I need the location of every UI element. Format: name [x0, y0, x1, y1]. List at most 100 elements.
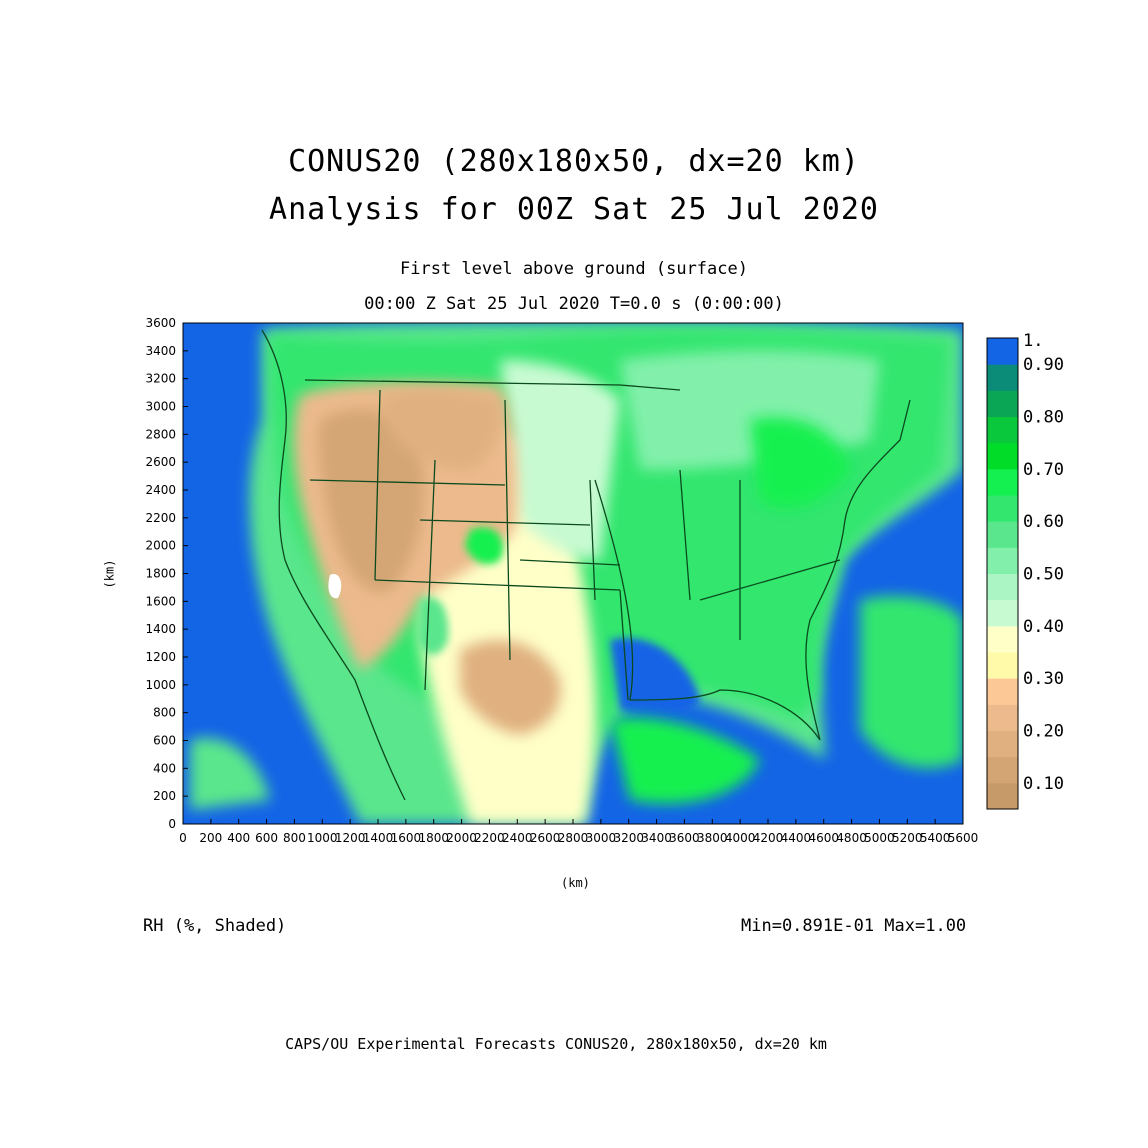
x-tick-label: 0 [179, 831, 187, 845]
x-tick-label: 1000 [307, 831, 338, 845]
x-tick-label: 2200 [474, 831, 505, 845]
x-tick-label: 2600 [530, 831, 561, 845]
x-tick-label: 1800 [418, 831, 449, 845]
y-tick-label: 2600 [145, 455, 176, 469]
y-tick-label: 2400 [145, 483, 176, 497]
x-axis: 0 200 400 600 800 100012001400160018002000220… [179, 819, 978, 845]
colorbar-swatch [987, 625, 1018, 653]
gulf-moist-band [610, 717, 760, 804]
colorbar-swatch [987, 730, 1018, 758]
state-boundaries [261, 329, 911, 801]
x-tick-label: 3800 [697, 831, 728, 845]
x-tick-label: 600 [255, 831, 278, 845]
colorbar-label: 0.30 [1023, 669, 1064, 689]
x-tick-label: 2400 [502, 831, 533, 845]
x-tick-label: 400 [227, 831, 250, 845]
y-tick-label: 600 [153, 734, 176, 748]
y-tick-label: 1600 [145, 594, 176, 608]
y-tick-label: 1200 [145, 650, 176, 664]
arizona-moist-patch [418, 597, 449, 655]
colorbar-label: 0.10 [1023, 774, 1064, 794]
gulf-coastline [594, 479, 821, 741]
y-tick-label: 2200 [145, 511, 176, 525]
map-title: CONUS20 (280x180x50, dx=20 km) [288, 144, 860, 179]
footer-credit: CAPS/OU Experimental Forecasts CONUS20, … [285, 1035, 827, 1053]
colorbar-swatch [987, 599, 1018, 627]
variable-label: RH (%, Shaded) [143, 916, 287, 936]
colorbar-swatch [987, 547, 1018, 574]
colorbar-swatch [987, 416, 1018, 444]
colorbar-swatch [987, 468, 1018, 496]
colorbar-swatch [987, 678, 1018, 705]
colorbar-swatch [987, 521, 1018, 548]
east-coastline [805, 399, 911, 741]
x-tick-label: 4400 [781, 831, 812, 845]
y-tick-label: 800 [153, 706, 176, 720]
y-tick-label: 1000 [145, 678, 176, 692]
analysis-time-title: Analysis for 00Z Sat 25 Jul 2020 [269, 192, 879, 227]
colorbar-swatch [987, 756, 1018, 784]
colorbar-label: 0.90 [1023, 355, 1064, 375]
colorbar-label: 0.20 [1023, 722, 1064, 742]
y-tick-label: 400 [153, 761, 176, 775]
x-tick-label: 5600 [948, 831, 979, 845]
colorbar-swatch [987, 495, 1018, 522]
x-tick-label: 1600 [391, 831, 422, 845]
valid-time-subtitle: 00:00 Z Sat 25 Jul 2020 T=0.0 s (0:00:00… [364, 294, 784, 314]
y-tick-label: 3600 [145, 316, 176, 330]
colorbar-swatch [987, 364, 1018, 391]
colorbar-swatch [987, 442, 1018, 470]
great-basin-very-dry [318, 409, 424, 592]
x-tick-label: 3400 [641, 831, 672, 845]
colorbar-swatch [987, 782, 1018, 810]
x-tick-label: 1200 [335, 831, 366, 845]
colorbar-label: 0.80 [1023, 408, 1064, 428]
x-tick-label: 4600 [808, 831, 839, 845]
colorbar-label: 0.60 [1023, 512, 1064, 532]
colorbar-label: 1. [1023, 331, 1043, 351]
x-tick-label: 800 [283, 831, 306, 845]
colorbar-swatch [987, 704, 1018, 731]
colorado-moist-patch [465, 527, 504, 565]
x-tick-label: 1400 [363, 831, 394, 845]
x-tick-label: 5000 [864, 831, 895, 845]
y-tick-label: 3000 [145, 400, 176, 414]
northern-plains [500, 360, 620, 560]
rh-shaded-field [183, 323, 963, 824]
x-tick-label: 4800 [836, 831, 867, 845]
y-tick-label: 3400 [145, 344, 176, 358]
x-tick-label: 5400 [920, 831, 951, 845]
ohio-valley-moist [750, 417, 850, 509]
x-tick-label: 5200 [892, 831, 923, 845]
y-tick-label: 200 [153, 789, 176, 803]
colorbar-label: 0.70 [1023, 460, 1064, 480]
atlantic-moist-band [860, 596, 963, 769]
level-subtitle: First level above ground (surface) [400, 259, 748, 279]
state-lines [309, 389, 841, 701]
colorbar-swatch [987, 390, 1018, 417]
canada-border [304, 379, 681, 391]
min-max-label: Min=0.891E-01 Max=1.00 [741, 916, 967, 936]
colorbar-label: 0.50 [1023, 565, 1064, 585]
y-tick-label: 1800 [145, 567, 176, 581]
y-tick-label: 0 [168, 817, 176, 831]
colorbar-label: 0.40 [1023, 617, 1064, 637]
x-tick-label: 3600 [669, 831, 700, 845]
colorbar-swatch [987, 338, 1018, 365]
x-tick-label: 3000 [586, 831, 617, 845]
x-tick-label: 200 [199, 831, 222, 845]
x-axis-label: (km) [561, 876, 590, 890]
x-tick-label: 2000 [446, 831, 477, 845]
x-tick-label: 3200 [613, 831, 644, 845]
x-tick-label: 4000 [725, 831, 756, 845]
y-axis: 0 200 400 600 800 1000 1200 1400 1600 1800 2000 220… [145, 316, 188, 831]
y-axis-label: (km) [102, 559, 117, 589]
missing-data-patch [328, 574, 342, 599]
y-tick-label: 3200 [145, 372, 176, 386]
colorbar: 0.10 0.20 0.30 0.40 0.50 0.60 0.70 0.80 0.90 1. [986, 331, 1064, 810]
montana-dry [380, 389, 501, 470]
colorbar-frame [986, 337, 1019, 810]
y-tick-label: 1400 [145, 622, 176, 636]
